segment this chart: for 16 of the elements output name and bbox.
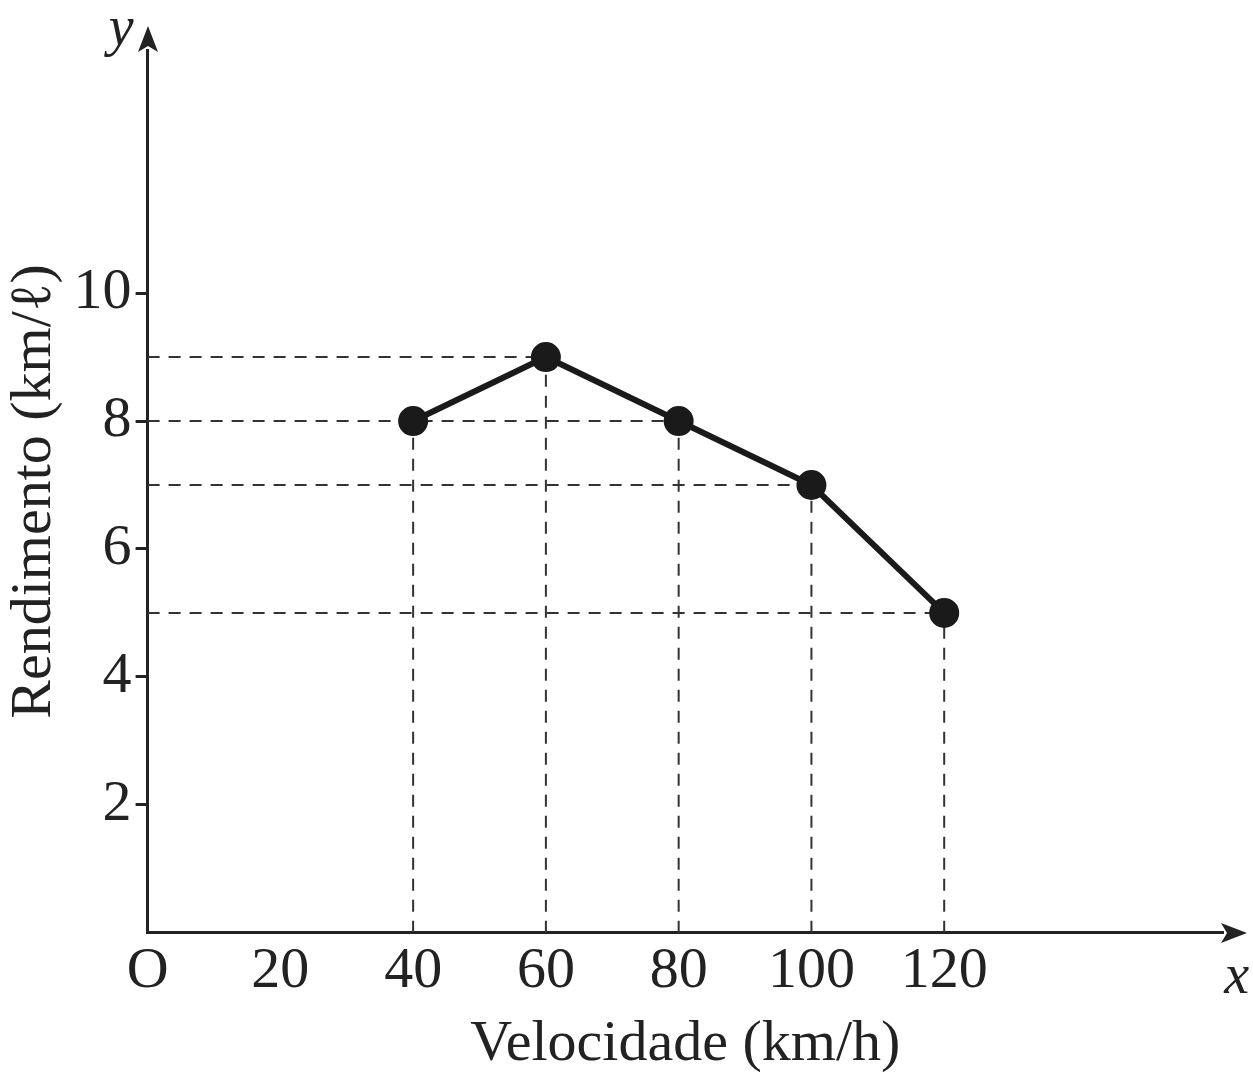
text: x — [1223, 942, 1250, 1005]
y-tick-label: 4 — [102, 640, 132, 706]
x-tick-label: O — [126, 934, 169, 1000]
x-tick-label: 20 — [251, 934, 310, 1000]
x-axis-title: Velocidade (km/h) — [470, 1008, 901, 1074]
text: y — [103, 0, 134, 57]
y-tick-label: 10 — [73, 256, 132, 322]
y-tick-label: 8 — [102, 384, 132, 450]
x-tick-label: 60 — [516, 934, 575, 1000]
y-tick-label: 2 — [102, 768, 132, 834]
x-tick-label: 80 — [649, 934, 708, 1000]
x-tick-label: 100 — [767, 934, 855, 1000]
x-tick-label: 120 — [900, 934, 988, 1000]
x-tick-label: 40 — [384, 934, 443, 1000]
y-axis-title: Rendimento (km/ℓ) — [0, 264, 64, 719]
y-tick-label: 6 — [102, 512, 132, 578]
